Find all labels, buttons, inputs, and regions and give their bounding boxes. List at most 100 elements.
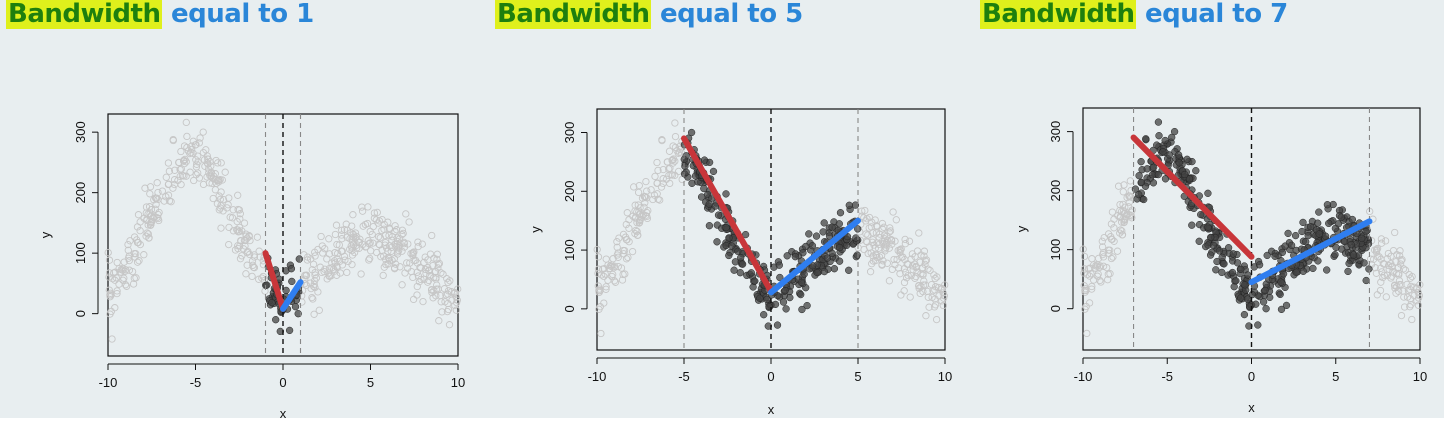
data-point <box>595 288 603 297</box>
data-point <box>597 271 606 279</box>
data-point <box>358 203 366 211</box>
data-point <box>1174 151 1183 159</box>
data-point <box>433 281 441 289</box>
data-point <box>930 303 939 311</box>
scatter-chart: -10 -5 0 5 10 x 0 100 200 300 y <box>38 113 465 418</box>
data-point <box>1123 193 1131 202</box>
data-point <box>146 183 155 191</box>
data-point <box>880 239 888 248</box>
data-point <box>911 274 919 282</box>
data-point <box>636 216 644 224</box>
data-point <box>325 272 334 281</box>
title-rest: equal to 5 <box>660 0 803 29</box>
data-point <box>1183 155 1191 163</box>
data-point <box>338 226 346 234</box>
data-point <box>335 241 343 249</box>
data-point <box>364 237 372 245</box>
data-point <box>886 224 894 232</box>
data-point <box>133 223 142 231</box>
data-point <box>1245 322 1253 330</box>
data-point <box>433 255 441 264</box>
y-tick-label: 100 <box>1048 239 1063 261</box>
data-point <box>192 156 200 164</box>
data-point <box>380 263 388 271</box>
data-point <box>415 278 424 286</box>
data-point <box>452 306 460 314</box>
y-tick-label: 100 <box>73 242 88 264</box>
data-point <box>614 253 622 261</box>
data-point <box>1392 269 1401 278</box>
data-point <box>217 224 225 232</box>
data-point <box>239 245 248 253</box>
data-point <box>700 156 709 164</box>
data-point <box>1392 258 1400 266</box>
data-point <box>779 298 788 306</box>
data-point <box>378 226 386 235</box>
data-point <box>781 286 789 295</box>
data-point <box>1332 243 1340 252</box>
data-point <box>1107 220 1116 228</box>
data-point <box>215 176 223 185</box>
data-point <box>791 253 799 261</box>
data-point <box>1414 288 1422 297</box>
data-point <box>922 256 931 264</box>
data-point <box>797 278 806 287</box>
data-point <box>1209 241 1218 250</box>
data-point <box>214 159 222 167</box>
data-point <box>1298 227 1306 236</box>
data-point <box>331 230 340 239</box>
data-point <box>430 273 438 282</box>
data-point <box>775 261 783 269</box>
data-point <box>913 268 921 276</box>
data-point <box>317 232 325 241</box>
data-point <box>709 167 718 176</box>
data-point <box>1323 201 1332 209</box>
data-point <box>105 269 114 277</box>
data-point <box>1233 259 1242 267</box>
x-tick-label: 0 <box>279 375 286 390</box>
data-point <box>207 168 216 176</box>
data-point <box>215 192 223 200</box>
data-point <box>437 298 445 306</box>
data-point <box>915 229 923 237</box>
data-point <box>120 274 128 282</box>
data-point <box>883 259 891 267</box>
data-point <box>1215 247 1224 255</box>
data-point <box>1244 271 1252 279</box>
data-point <box>865 224 873 232</box>
data-point <box>1379 260 1387 268</box>
x-tick-label: -10 <box>1074 369 1093 384</box>
data-point <box>248 272 256 281</box>
data-point <box>1377 278 1385 286</box>
data-point <box>453 296 461 304</box>
data-point <box>312 274 321 282</box>
data-point <box>189 137 197 145</box>
data-point <box>150 196 158 204</box>
data-point <box>876 230 884 238</box>
data-point <box>444 278 452 287</box>
data-point <box>331 249 339 257</box>
data-point <box>1089 276 1098 284</box>
data-point <box>417 264 425 272</box>
data-point <box>651 172 659 181</box>
data-point <box>600 299 608 307</box>
data-point <box>649 195 657 204</box>
data-point <box>671 132 680 141</box>
data-point <box>1097 278 1105 286</box>
data-point <box>823 254 832 262</box>
data-point <box>1403 280 1411 289</box>
data-point <box>263 281 271 289</box>
data-point <box>797 290 805 299</box>
data-point <box>836 209 845 217</box>
data-point <box>1401 266 1410 274</box>
data-point <box>1314 219 1322 227</box>
data-point <box>1261 286 1269 295</box>
data-point <box>303 256 312 264</box>
data-point <box>180 172 188 180</box>
data-point <box>111 304 119 312</box>
data-point <box>868 260 876 268</box>
data-point <box>224 201 232 209</box>
data-point <box>188 142 196 150</box>
data-point <box>643 208 651 217</box>
data-point <box>669 155 678 163</box>
